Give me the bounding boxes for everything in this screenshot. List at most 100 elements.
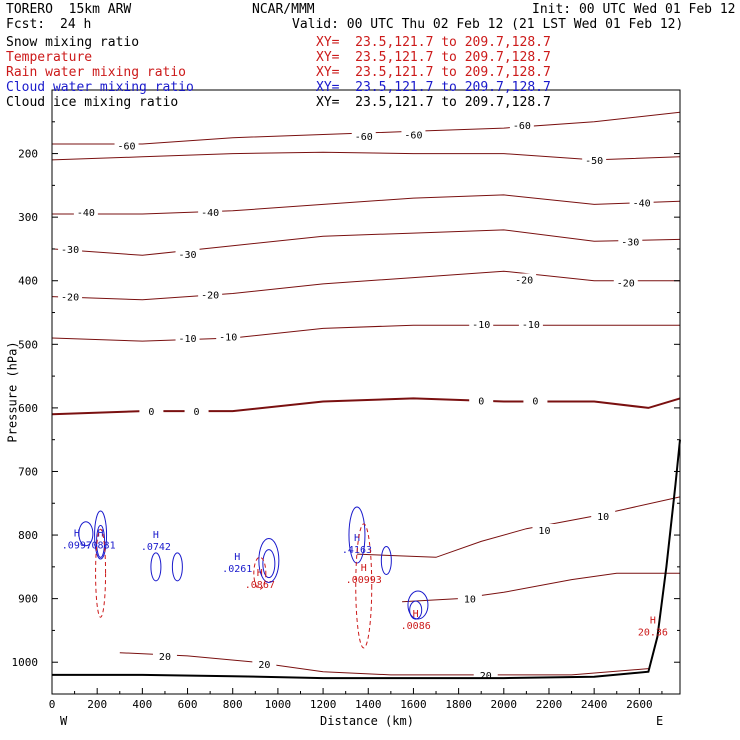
legend-ice-name: Cloud ice mixing ratio [6,95,179,110]
isotherm-label-bg [532,523,557,535]
isotherm-label: -20 [201,291,219,302]
legend-rain-name: Rain water mixing ratio [6,65,187,80]
model-title: TORERO 15km ARW [6,2,132,17]
x-tick-label: 400 [132,698,152,711]
isotherm-label: 0 [194,407,200,418]
y-tick-label: 300 [18,211,38,224]
isotherm-label-bg [152,649,177,661]
high-value-label: .0086 [401,621,431,632]
x-tick-label: 2000 [491,698,518,711]
legend-cloudwater-xy: XY= 23.5,121.7 to 209.7,128.7 [316,80,551,95]
fcst-label: Fcst: [6,17,46,32]
isotherm-label: 20 [159,652,171,663]
isotherm-label: 0 [478,396,484,407]
high-marker: H [98,528,104,539]
isotherm-line-m40 [52,194,681,215]
isotherm-line-m10 [51,324,680,342]
isotherm-label: 10 [538,526,550,537]
isotherm-label-bg [591,509,616,521]
fcst-value: 24 h [60,17,92,32]
high-marker: H [354,533,360,544]
cloud-water-contour [262,549,276,579]
y-tick-label: 700 [18,465,38,478]
isotherm-label: 10 [597,512,609,523]
legend-ice-xy: XY= 23.5,121.7 to 209.7,128.7 [316,95,551,110]
y-tick-label: 1000 [12,656,39,669]
x-tick-label: 2400 [581,698,608,711]
terrain-line [52,439,681,680]
isotherm-label: -20 [617,279,635,290]
high-marker: H [74,528,80,539]
x-tick-label: 800 [223,698,243,711]
isotherm-label: -20 [61,293,79,304]
isotherm-label-bg [457,592,482,604]
isotherm-label-bg [473,668,498,680]
isotherm-label: -20 [515,275,533,286]
legend-rain-xy: XY= 23.5,121.7 to 209.7,128.7 [316,65,551,80]
y-axis-title: Pressure (hPa) [5,341,20,443]
cloud-water-contour [380,545,392,575]
legend-cloudwater-name: Cloud water mixing ratio [6,80,194,95]
isotherm-label-bg [58,242,83,254]
high-marker: H [153,530,159,541]
high-marker: H [413,609,419,620]
y-tick-label: 900 [18,593,38,606]
high-value-label: .0997 [62,540,92,551]
isotherm-label: -10 [522,320,540,331]
isotherm-label-bg [618,235,643,247]
isotherm-label-bg [629,196,654,208]
y-tick-label: 500 [18,338,38,351]
isotherm-label-bg [139,405,164,417]
x-tick-label: 1400 [355,698,382,711]
isotherm-label-bg [216,330,241,342]
cloud-water-contour [171,552,183,582]
plot-frame [51,89,681,695]
legend-temp-xy: XY= 23.5,121.7 to 209.7,128.7 [316,50,551,65]
isotherm-label-bg [523,394,548,406]
high-value-label: .0261 [222,564,252,575]
isotherm-label: -50 [585,156,603,167]
legend-snow-name: Snow mixing ratio [6,35,140,50]
isotherm-line-10 [402,572,680,603]
legend-temp-name: Temperature [6,50,93,65]
high-marker: H [361,563,367,574]
rain-water-contour [355,523,373,649]
isotherm-label-bg [58,290,83,302]
high-value-label: .0881 [86,540,116,551]
isotherm-label-bg [114,139,139,151]
high-value-label: 20.36 [638,628,668,639]
isotherm-label: 0 [532,396,538,407]
y-tick-label: 400 [18,275,38,288]
isotherm-label: -60 [513,121,531,132]
x-tick-label: 2200 [536,698,563,711]
isotherm-label: 0 [148,407,154,418]
rain-water-contour [253,556,267,590]
isotherm-label-bg [518,317,543,329]
isotherm-label-bg [73,206,98,218]
isotherm-label-bg [509,118,534,130]
cloud-water-contour [78,521,94,547]
isotherm-label: -30 [61,245,79,256]
isotherm-line-m20 [51,270,680,301]
y-tick-label: 200 [18,148,38,161]
isotherm-label: 20 [258,660,270,671]
isotherm-label: -30 [179,250,197,261]
x-tick-label: 1200 [310,698,337,711]
high-value-label: .0867 [245,580,275,591]
x-tick-label: 1000 [265,698,292,711]
high-value-label: .0742 [141,542,171,553]
high-marker: H [650,616,656,627]
isotherm-label-bg [613,276,638,288]
cloud-water-contour [150,552,162,582]
isotherm-label: -40 [77,208,95,219]
isotherm-label-bg [198,206,223,218]
isotherm-label: -30 [621,237,639,248]
x-tick-label: 600 [178,698,198,711]
isotherm-label: -40 [633,199,651,210]
high-marker: H [257,568,263,579]
isotherm-label: -60 [355,132,373,143]
x-end-left: W [60,714,68,728]
